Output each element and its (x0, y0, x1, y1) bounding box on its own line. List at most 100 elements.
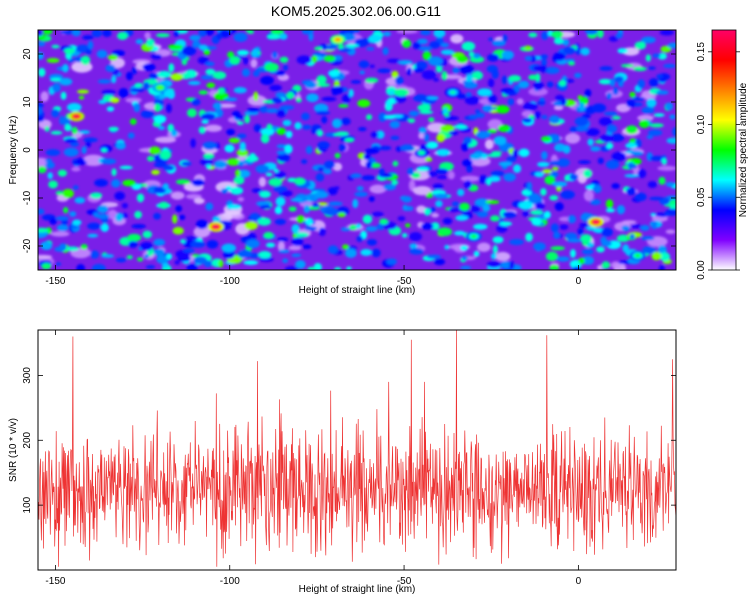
heatmap-cell (244, 114, 250, 124)
heatmap-cell (247, 95, 267, 106)
heatmap-cell (260, 133, 270, 144)
heatmap-cell (641, 36, 656, 44)
heatmap-cell (78, 95, 85, 100)
heatmap-cell (611, 183, 620, 189)
heatmap-cell (400, 144, 415, 152)
heatmap-cell (451, 201, 460, 207)
heatmap-cell (616, 234, 630, 243)
heatmap-cell (85, 141, 92, 148)
heatmap-cell (434, 193, 449, 199)
heatmap-cell (407, 118, 416, 124)
heatmap-cell (281, 190, 293, 197)
heatmap-cell (296, 55, 312, 65)
heatmap-cell (274, 171, 286, 180)
heatmap-cell (540, 188, 547, 196)
heatmap-cell (549, 195, 559, 201)
heatmap-cell (397, 215, 406, 222)
heatmap-cell (265, 242, 276, 248)
heatmap-cell (524, 55, 533, 61)
heatmap-cell (273, 168, 279, 173)
heatmap-cell (290, 197, 303, 202)
y-tick-label: 20 (22, 48, 33, 60)
y-tick-label: 10 (22, 96, 33, 108)
heatmap-cell (50, 130, 63, 135)
heatmap-cell (571, 266, 582, 270)
heatmap-cell (285, 130, 293, 139)
heatmap-cell (332, 118, 343, 129)
heatmap-cell (174, 260, 180, 265)
heatmap-cell (216, 213, 233, 222)
heatmap-cell (425, 157, 433, 162)
heatmap-cell (205, 30, 215, 36)
heatmap-cell (509, 261, 515, 270)
heatmap-cell (96, 49, 108, 59)
heatmap-cell (518, 201, 534, 210)
heatmap-cell (433, 258, 446, 266)
heatmap-cell (533, 242, 546, 251)
heatmap-cell (592, 184, 602, 193)
heatmap-cell (398, 60, 413, 66)
heatmap-cell (41, 263, 52, 270)
heatmap-cell (647, 129, 663, 136)
heatmap-cell (534, 111, 541, 119)
heatmap-cell (425, 194, 434, 199)
heatmap-cell (344, 43, 359, 49)
heatmap-cell (665, 229, 676, 234)
heatmap-cell (545, 251, 559, 262)
heatmap-cell (501, 34, 508, 43)
heatmap-cell (486, 261, 501, 268)
heatmap-cell (465, 91, 472, 98)
heatmap-cell (111, 168, 117, 177)
heatmap-cell (428, 56, 443, 66)
heatmap-cell (38, 30, 43, 37)
heatmap-cell (423, 133, 430, 142)
heatmap-cell (358, 127, 367, 132)
heatmap-cell (663, 63, 676, 69)
y-tick-label: 200 (22, 431, 33, 448)
heatmap-cell (533, 81, 544, 91)
heatmap-cell (427, 171, 438, 177)
heatmap-cell (253, 123, 262, 133)
heatmap-cell (78, 130, 91, 135)
heatmap-cell (333, 186, 340, 190)
heatmap-cell (531, 217, 542, 226)
heatmap-cell (81, 146, 87, 154)
heatmap-cell (541, 115, 548, 120)
heatmap-cell (265, 172, 273, 177)
heatmap-cell (85, 49, 92, 55)
heatmap-cell (340, 227, 351, 232)
heatmap-cell (418, 127, 427, 134)
heatmap-cell (94, 179, 109, 187)
heatmap-cell (460, 175, 480, 182)
x-tick-label: 0 (576, 276, 582, 287)
heatmap-cell (64, 123, 72, 132)
heatmap-cell (226, 128, 236, 136)
heatmap-cell (352, 198, 359, 209)
heatmap-cell (597, 30, 604, 39)
heatmap-cell (299, 201, 315, 208)
heatmap-cell (482, 104, 494, 113)
heatmap-cell (328, 69, 340, 77)
heatmap-cell (243, 260, 259, 265)
heatmap-cell (506, 156, 517, 163)
heatmap-cell (655, 212, 667, 217)
heatmap-cell (539, 64, 547, 73)
heatmap-cell (491, 69, 499, 79)
heatmap-cell (651, 251, 662, 261)
heatmap-cell (264, 108, 280, 114)
heatmap-cell (649, 123, 664, 128)
heatmap-cell (236, 49, 249, 56)
heatmap-cell (569, 173, 579, 181)
heatmap-cell (282, 119, 292, 127)
heatmap-cell (581, 114, 591, 119)
heatmap-cell (237, 197, 245, 202)
heatmap-cell (314, 191, 329, 199)
heatmap-cell (486, 178, 492, 186)
heatmap-cell (288, 206, 297, 212)
heatmap-cell (87, 40, 94, 50)
heatmap-cell (461, 41, 476, 52)
snr-x-label: Height of straight line (km) (299, 584, 416, 595)
heatmap-cell (125, 71, 133, 81)
heatmap-cell (442, 217, 453, 225)
heatmap-cell (182, 248, 195, 253)
